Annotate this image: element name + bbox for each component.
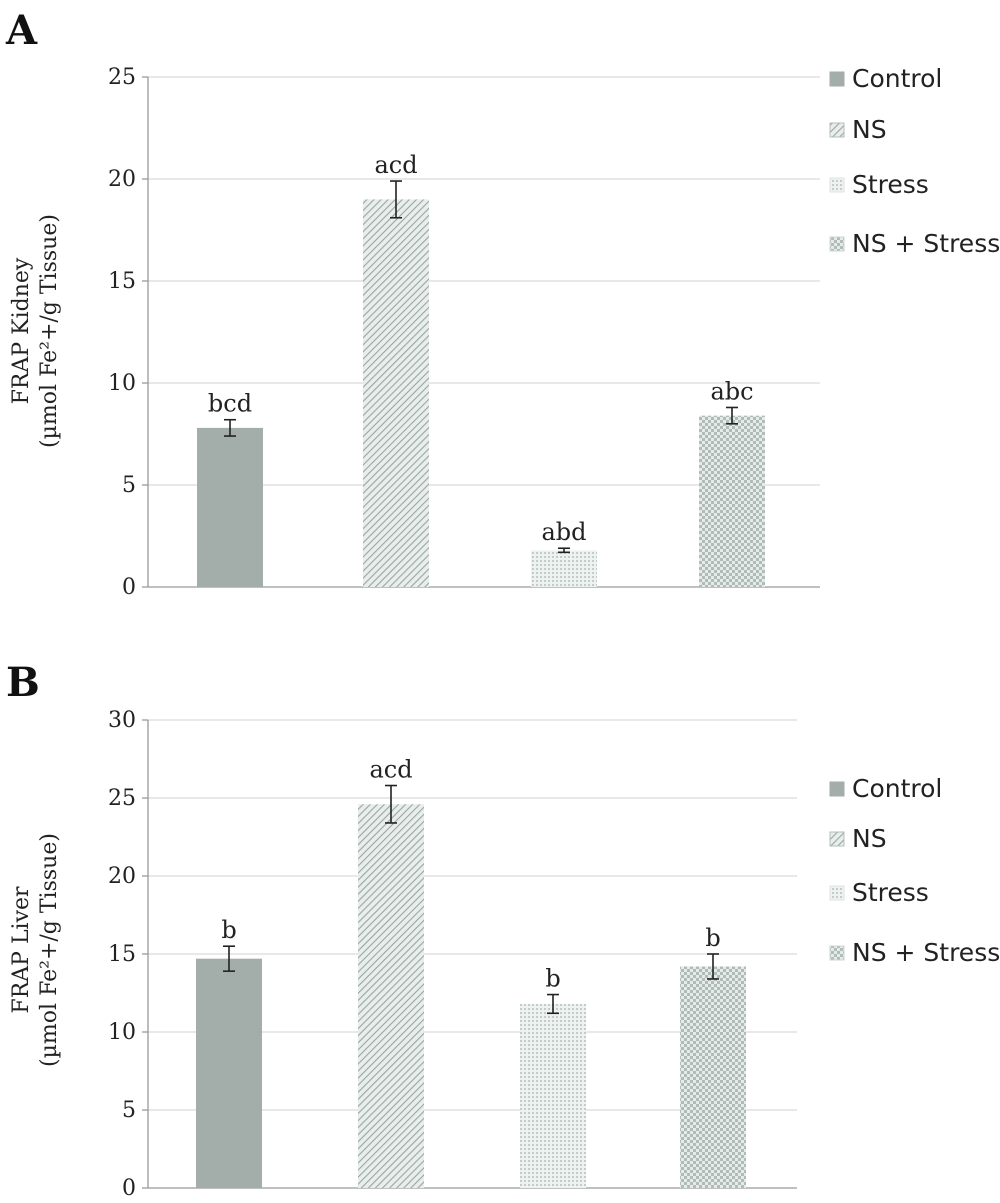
legend-label: NS + Stress [852, 229, 1000, 258]
significance-label: abc [710, 377, 753, 405]
bar-control [197, 427, 263, 587]
significance-label: b [221, 916, 236, 944]
significance-label: bcd [208, 390, 252, 418]
significance-label: b [705, 924, 720, 952]
y-tick-label: 5 [122, 1098, 136, 1123]
y-tick-label: 20 [108, 864, 136, 889]
legend-swatch [829, 122, 845, 138]
legend: Control NS Stress NS + Stress [829, 774, 1000, 967]
bar-stress [531, 550, 597, 587]
y-tick-label: 25 [108, 786, 136, 811]
y-tick-label: 0 [122, 1176, 136, 1201]
y-tick-label: 15 [108, 942, 136, 967]
significance-label: acd [369, 756, 412, 784]
y-tick-label: 10 [108, 371, 136, 396]
y-axis-label: FRAP Kidney (µmol Fe²+/g Tissue) [9, 214, 62, 448]
legend-label: NS + Stress [852, 938, 1000, 967]
legend-label: Control [852, 774, 942, 803]
legend-label: NS [852, 115, 887, 144]
legend-swatch [829, 945, 845, 961]
panel-letter: A [5, 7, 38, 54]
chart-panel-a: A 0 5 10 15 20 25 FRAP Kidney (µmol Fe²+/g Tissu… [5, 7, 1000, 600]
bar-control [196, 958, 262, 1188]
legend-label: Stress [852, 170, 929, 199]
y-tick-label: 10 [108, 1020, 136, 1045]
y-tick-label: 20 [108, 167, 136, 192]
legend-swatch [829, 177, 845, 193]
significance-label: acd [374, 151, 417, 179]
bar-ns [363, 199, 429, 587]
y-tick-label: 25 [108, 65, 136, 90]
legend-swatch [829, 236, 845, 252]
legend-label: Stress [852, 878, 929, 907]
legend-label: Control [852, 64, 942, 93]
chart-panel-b: B 0 5 10 15 20 25 30 FRAP Liver (µmol Fe²+/g Tiss… [6, 659, 1000, 1201]
legend-swatch [829, 831, 845, 847]
legend: Control NS Stress NS + Stress [829, 64, 1000, 258]
bar-ns-stress [680, 966, 746, 1188]
significance-label: b [545, 965, 560, 993]
y-tick-label: 15 [108, 269, 136, 294]
bar-stress [520, 1003, 586, 1188]
legend-swatch [829, 781, 845, 797]
legend-label: NS [852, 824, 887, 853]
y-tick-label: 30 [108, 708, 136, 733]
bar-ns-stress [699, 415, 765, 587]
y-axis-label: FRAP Liver (µmol Fe²+/g Tissue) [9, 833, 62, 1067]
significance-label: abd [541, 518, 586, 546]
panel-letter: B [6, 659, 40, 706]
bar-ns [358, 804, 424, 1188]
legend-swatch [829, 885, 845, 901]
legend-swatch [829, 71, 845, 87]
y-tick-label: 5 [122, 473, 136, 498]
y-tick-label: 0 [122, 575, 136, 600]
